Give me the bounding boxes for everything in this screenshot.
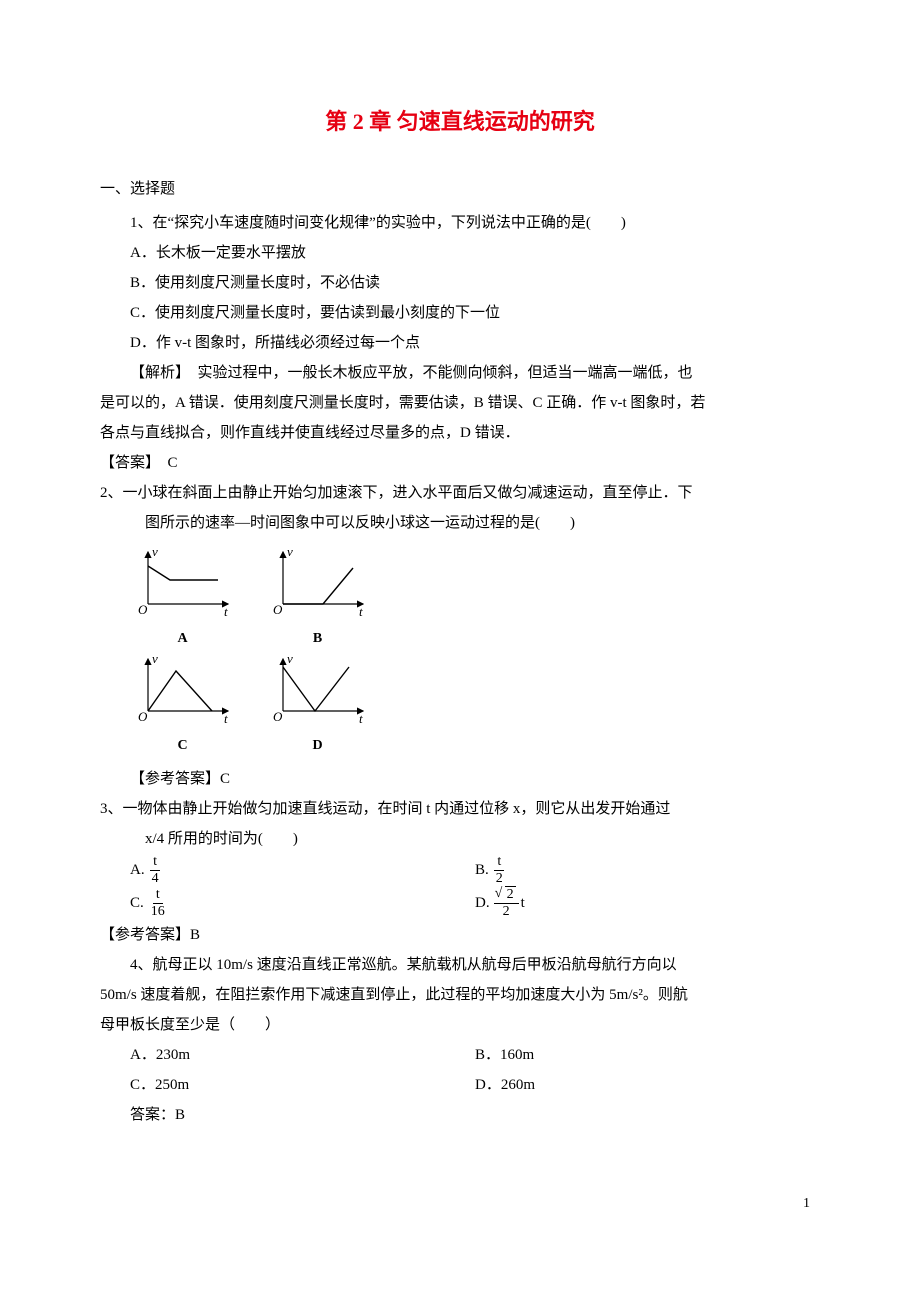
q3-d-tail: t (521, 887, 525, 920)
q4-options: A．230m B．160m C．250m D．260m (130, 1040, 820, 1100)
axis-t-label: t (224, 604, 228, 616)
q4-line1: 4、航母正以 10m/s 速度沿直线正常巡航。某航载机从航母后甲板沿航母航行方向… (100, 950, 820, 980)
q1-answer: 【答案】 C (100, 448, 820, 478)
q1-option-b: B．使用刻度尺测量长度时，不必估读 (100, 268, 820, 298)
graph-b-svg: v t O (265, 546, 370, 616)
q4-option-c: C．250m (130, 1070, 475, 1100)
graph-a: v t O A (130, 546, 235, 653)
q3-d-label: D. (475, 887, 490, 920)
q3-d-den: 2 (500, 904, 513, 919)
q3-a-num: t (150, 855, 160, 871)
q3-option-a: A. t 4 (130, 854, 475, 887)
q1-stem: 1、在“探究小车速度随时间变化规律”的实验中，下列说法中正确的是( ) (100, 208, 820, 238)
graph-b: v t O B (265, 546, 370, 653)
q2-answer: 【参考答案】C (100, 764, 820, 794)
chapter-title: 第 2 章 匀速直线运动的研究 (100, 100, 820, 144)
q4-option-b: B．160m (475, 1040, 820, 1070)
axis-v-label: v (287, 653, 293, 666)
axis-origin-label: O (138, 602, 148, 616)
q3-option-b: B. t 2 (475, 854, 820, 887)
q2-stem-line1: 2、一小球在斜面上由静止开始匀加速滚下，进入水平面后又做匀减速运动，直至停止．下 (100, 478, 820, 508)
graph-c-label: C (130, 732, 235, 760)
axis-v-label: v (152, 546, 158, 559)
axis-t-label: t (224, 711, 228, 723)
axis-v-label: v (287, 546, 293, 559)
axis-t-label: t (359, 711, 363, 723)
q3-option-d: D. 2 2 t (475, 887, 820, 920)
q4-line3: 母甲板长度至少是（ ） (100, 1010, 820, 1040)
axis-origin-label: O (138, 709, 148, 723)
q4-option-d: D．260m (475, 1070, 820, 1100)
q1-option-c: C．使用刻度尺测量长度时，要估读到最小刻度的下一位 (100, 298, 820, 328)
q1-option-d: D．作 v-t 图象时，所描线必须经过每一个点 (100, 328, 820, 358)
graph-d: v t O D (265, 653, 370, 760)
q3-b-label: B. (475, 854, 489, 887)
q3-c-num: t (153, 888, 163, 904)
graph-d-svg: v t O (265, 653, 370, 723)
graph-a-svg: v t O (130, 546, 235, 616)
axis-v-label: v (152, 653, 158, 666)
q4-line2: 50m/s 速度着舰，在阻拦索作用下减速直到停止，此过程的平均加速度大小为 5m… (100, 980, 820, 1010)
q2-stem-line2: 图所示的速率—时间图象中可以反映小球这一运动过程的是( ) (100, 508, 820, 538)
q2-graphs: v t O A v t O B (130, 546, 820, 760)
graph-c-svg: v t O (130, 653, 235, 723)
q3-c-den: 16 (148, 904, 168, 919)
q1-explain-line2: 是可以的，A 错误．使用刻度尺测量长度时，需要估读，B 错误、C 正确．作 v-… (100, 388, 820, 418)
axis-origin-label: O (273, 709, 283, 723)
q3-answer: 【参考答案】B (100, 920, 820, 950)
q3-a-label: A. (130, 854, 145, 887)
q1-explain-line3: 各点与直线拟合，则作直线并使直线经过尽量多的点，D 错误． (100, 418, 820, 448)
q4-answer: 答案：B (100, 1100, 820, 1130)
q3-c-label: C. (130, 887, 144, 920)
graph-d-label: D (265, 732, 370, 760)
graph-a-label: A (130, 625, 235, 653)
q3-a-den: 4 (149, 871, 162, 886)
q3-b-num: t (494, 855, 504, 871)
q1-option-a: A．长木板一定要水平摆放 (100, 238, 820, 268)
q3-option-c: C. t 16 (130, 887, 475, 920)
q3-stem-line1: 3、一物体由静止开始做匀加速直线运动，在时间 t 内通过位移 x，则它从出发开始… (100, 794, 820, 824)
q3-stem-line2: x/4 所用的时间为( ) (100, 824, 820, 854)
q3-options: A. t 4 C. t 16 B. t 2 (130, 854, 820, 920)
q3-b-den: 2 (493, 871, 506, 886)
section-heading: 一、选择题 (100, 174, 820, 204)
q3-d-rad: 2 (505, 886, 516, 902)
graph-b-label: B (265, 625, 370, 653)
q1-explain-line1: 【解析】 实验过程中，一般长木板应平放，不能侧向倾斜，但适当一端高一端低，也 (100, 358, 820, 388)
graph-c: v t O C (130, 653, 235, 760)
q4-option-a: A．230m (130, 1040, 475, 1070)
page-number: 1 (100, 1190, 820, 1218)
axis-origin-label: O (273, 602, 283, 616)
axis-t-label: t (359, 604, 363, 616)
